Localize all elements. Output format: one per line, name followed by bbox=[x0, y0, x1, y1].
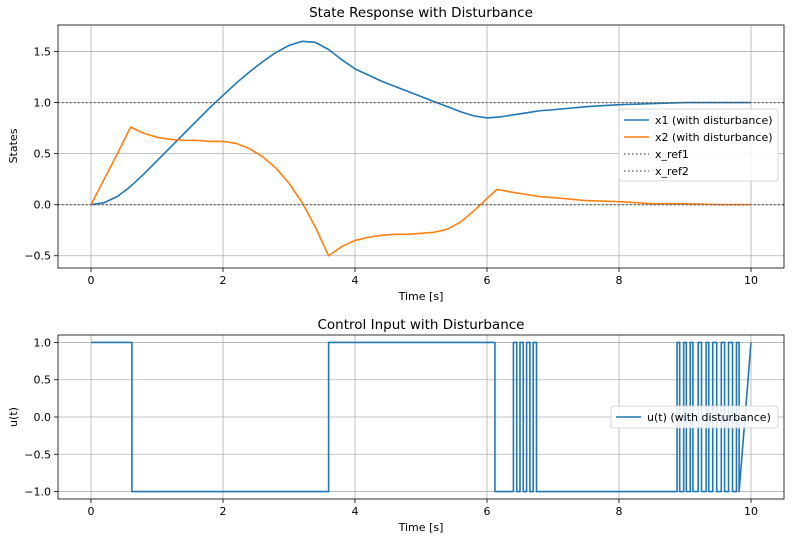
x-tick-label: 0 bbox=[88, 274, 95, 287]
state-plot-legend-box bbox=[618, 108, 779, 182]
control-plot-ylabel: u(t) bbox=[7, 407, 20, 427]
control-plot-ticks: 0 2 4 6 8 10 −1.0 −0.5 0.0 0.5 1.0 bbox=[24, 336, 758, 518]
x-tick-label: 8 bbox=[616, 274, 623, 287]
legend-label-u: u(t) (with disturbance) bbox=[647, 411, 771, 424]
series-line-2 bbox=[90, 126, 751, 257]
y-tick-label: 0.0 bbox=[34, 411, 52, 424]
control-plot-title: Control Input with Disturbance bbox=[318, 317, 525, 333]
state-plot-ticks: 0 2 4 6 8 10 −0.5 0.0 0.5 1.0 1.5 bbox=[24, 46, 758, 287]
y-tick-label: 1.5 bbox=[34, 46, 52, 59]
x-tick-label: 6 bbox=[484, 505, 491, 518]
control-plot-xlabel: Time [s] bbox=[398, 521, 444, 534]
control-plot-legend-box bbox=[610, 405, 779, 429]
x-tick-label: 4 bbox=[352, 274, 359, 287]
state-plot-frame bbox=[57, 24, 785, 269]
y-tick-label: −0.5 bbox=[24, 250, 51, 263]
state-plot-title: State Response with Disturbance bbox=[309, 5, 533, 21]
state-plot-xlabel: Time [s] bbox=[398, 290, 444, 303]
legend-label-x1: x1 (with disturbance) bbox=[655, 114, 773, 127]
x-tick-label: 2 bbox=[220, 505, 227, 518]
x-tick-label: 10 bbox=[744, 505, 758, 518]
x-tick-label: 4 bbox=[352, 505, 359, 518]
x-tick-label: 10 bbox=[744, 274, 758, 287]
y-tick-label: −1.0 bbox=[24, 486, 51, 499]
x-tick-label: 6 bbox=[484, 274, 491, 287]
y-tick-label: 1.0 bbox=[34, 97, 52, 110]
y-tick-label: 1.0 bbox=[34, 336, 52, 349]
y-tick-label: 0.5 bbox=[34, 374, 52, 387]
legend-label-xref1: x_ref1 bbox=[655, 148, 689, 161]
y-tick-label: 0.0 bbox=[34, 199, 52, 212]
legend-label-x2: x2 (with disturbance) bbox=[655, 131, 773, 144]
x-tick-label: 0 bbox=[88, 505, 95, 518]
state-plot-legend: x1 (with disturbance) x2 (with disturban… bbox=[618, 108, 779, 182]
state-plot-series bbox=[58, 40, 784, 257]
legend-label-xref2: x_ref2 bbox=[655, 165, 689, 178]
x-tick-label: 8 bbox=[616, 505, 623, 518]
control-plot-legend: u(t) (with disturbance) bbox=[610, 405, 779, 429]
state-plot-ylabel: States bbox=[7, 128, 20, 163]
y-tick-label: 0.5 bbox=[34, 148, 52, 161]
state-plot: State Response with Disturbance 0 2 4 6 8 10 −… bbox=[7, 5, 785, 303]
x-tick-label: 2 bbox=[220, 274, 227, 287]
control-plot: Control Input with Disturbance 0 2 4 6 8 10 −1… bbox=[7, 317, 785, 534]
y-tick-label: −0.5 bbox=[24, 448, 51, 461]
series-line-1 bbox=[90, 40, 751, 206]
